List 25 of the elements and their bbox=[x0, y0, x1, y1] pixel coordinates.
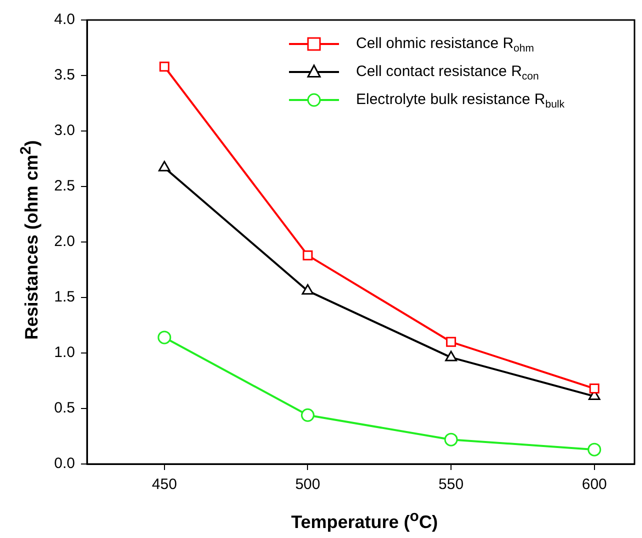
y-tick-label: 1.5 bbox=[54, 288, 75, 306]
y-tick-label: 1.0 bbox=[54, 344, 75, 362]
point bbox=[445, 350, 457, 362]
point bbox=[159, 62, 170, 72]
point bbox=[302, 284, 314, 295]
point bbox=[444, 432, 458, 446]
y-tick-label: 2.5 bbox=[54, 178, 75, 195]
point bbox=[588, 442, 602, 456]
y-tick-label: 2.0 bbox=[54, 233, 75, 250]
point bbox=[300, 408, 314, 422]
y-tick-label: 0.0 bbox=[54, 455, 75, 472]
point bbox=[302, 250, 313, 260]
y-tick-label: 4.0 bbox=[54, 11, 75, 28]
point bbox=[589, 384, 600, 394]
y-tick-label: 0.5 bbox=[54, 400, 75, 417]
y-tick-label: 3.5 bbox=[54, 66, 75, 84]
x-tick-label: 500 bbox=[295, 476, 320, 494]
x-tick-label: 600 bbox=[582, 476, 607, 494]
point bbox=[446, 336, 456, 347]
x-axis-title: Temperature ($^{o}$C) bbox=[290, 508, 439, 533]
x-tick-label: 550 bbox=[438, 476, 464, 494]
point bbox=[158, 160, 170, 172]
x-tick-label: 450 bbox=[152, 476, 177, 494]
y-tick-label: 3.0 bbox=[54, 122, 75, 140]
point bbox=[158, 330, 172, 344]
